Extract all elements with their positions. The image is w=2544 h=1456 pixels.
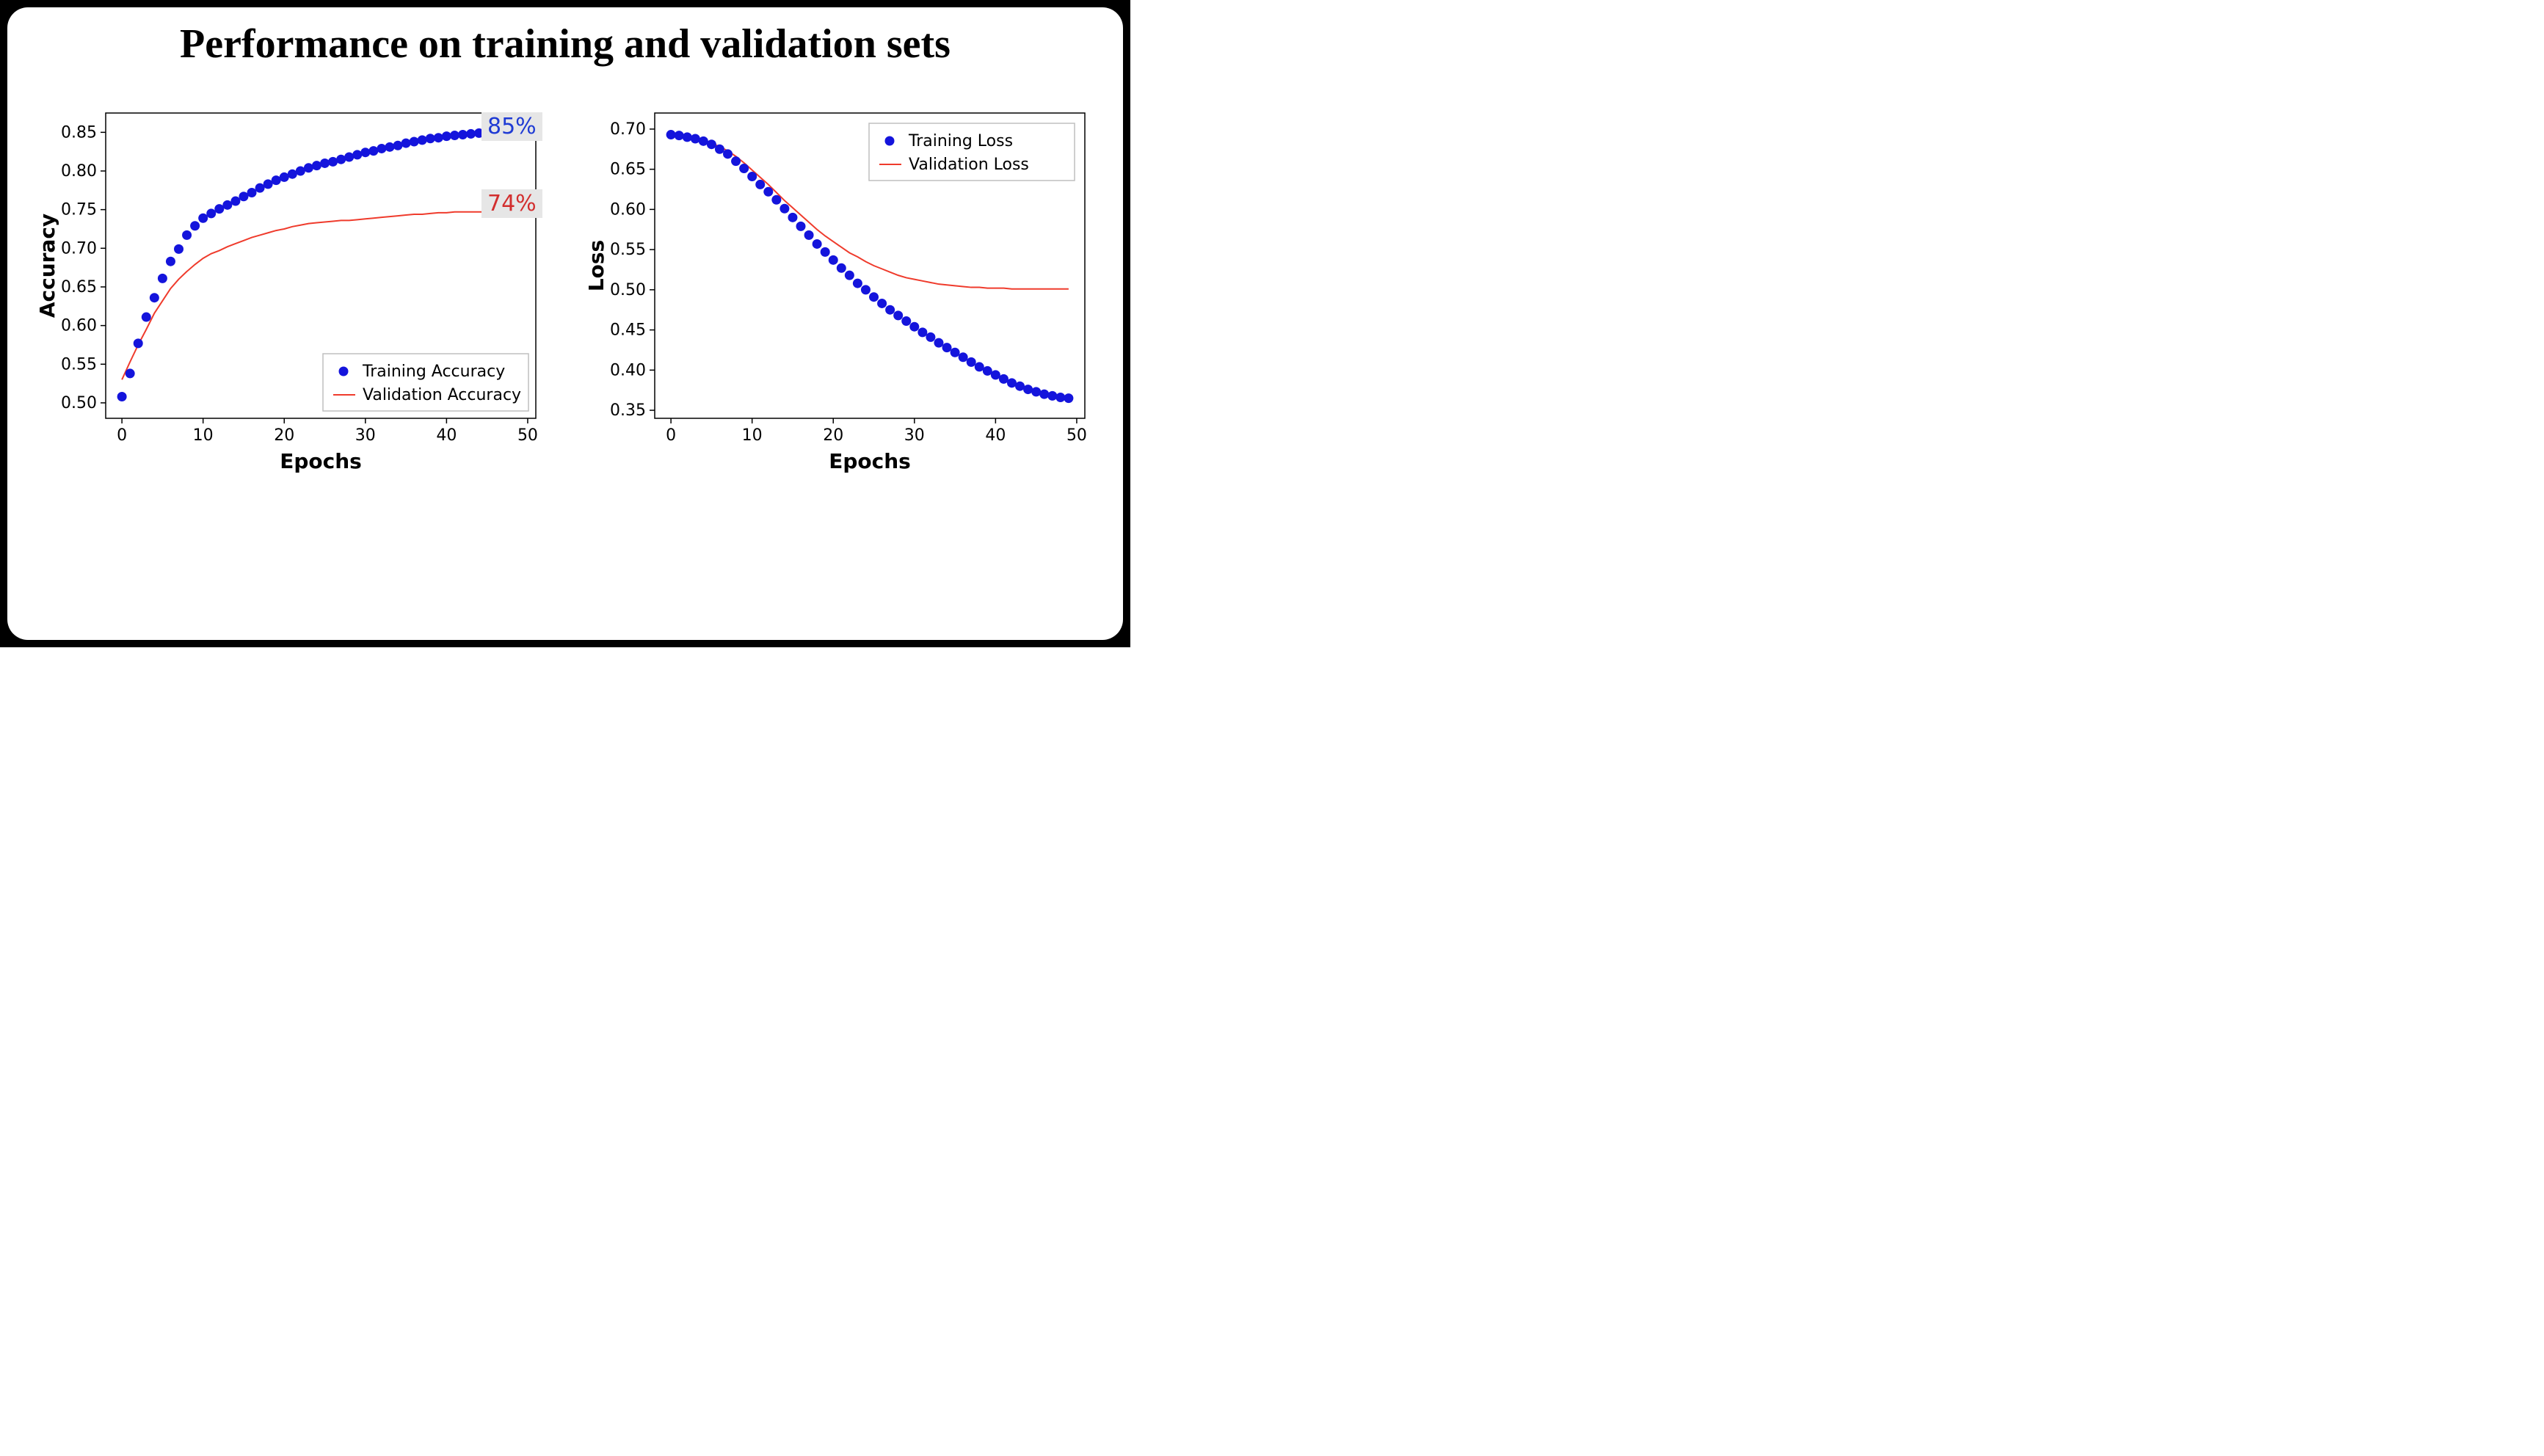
svg-text:0: 0 — [117, 426, 127, 445]
svg-text:Training Loss: Training Loss — [908, 132, 1013, 150]
svg-text:0.60: 0.60 — [61, 317, 97, 335]
svg-text:50: 50 — [1066, 426, 1087, 445]
accuracy-annot-85: 85% — [481, 112, 542, 141]
svg-text:0.50: 0.50 — [61, 394, 97, 412]
svg-text:20: 20 — [823, 426, 843, 445]
svg-text:Epochs: Epochs — [829, 449, 911, 473]
svg-text:0.55: 0.55 — [61, 355, 97, 374]
svg-text:0.65: 0.65 — [61, 278, 97, 296]
svg-text:0.80: 0.80 — [61, 162, 97, 181]
svg-text:10: 10 — [742, 426, 763, 445]
svg-text:0.65: 0.65 — [610, 161, 646, 179]
figure-title: Performance on training and validation s… — [7, 21, 1123, 68]
svg-text:0.50: 0.50 — [610, 281, 646, 299]
charts-row: 0 10 20 30 40 50 0.50 0.55 0.60 0.65 0.70 0.75 0.80 0… — [7, 73, 1123, 488]
loss-chart-wrap: 0 10 20 30 40 50 0.35 0.40 0.45 0.50 0.55 0.60 0.65 0… — [583, 103, 1097, 488]
svg-text:Training Accuracy: Training Accuracy — [362, 363, 505, 381]
svg-text:0.35: 0.35 — [610, 401, 646, 420]
svg-text:0.60: 0.60 — [610, 200, 646, 219]
svg-text:0: 0 — [666, 426, 676, 445]
svg-text:0.85: 0.85 — [61, 123, 97, 142]
svg-text:40: 40 — [436, 426, 457, 445]
svg-text:Accuracy: Accuracy — [35, 214, 59, 318]
svg-text:Validation Loss: Validation Loss — [909, 156, 1029, 174]
svg-text:Epochs: Epochs — [280, 449, 362, 473]
svg-text:30: 30 — [355, 426, 376, 445]
svg-text:Validation Accuracy: Validation Accuracy — [363, 386, 521, 404]
figure-frame: Performance on training and validation s… — [7, 7, 1123, 640]
accuracy-chart: 0 10 20 30 40 50 0.50 0.55 0.60 0.65 0.70 0.75 0.80 0… — [34, 103, 548, 484]
svg-text:50: 50 — [517, 426, 538, 445]
svg-text:0.40: 0.40 — [610, 361, 646, 379]
svg-text:0.70: 0.70 — [61, 239, 97, 258]
svg-text:0.45: 0.45 — [610, 321, 646, 340]
loss-chart: 0 10 20 30 40 50 0.35 0.40 0.45 0.50 0.55 0.60 0.65 0… — [583, 103, 1097, 484]
svg-text:0.75: 0.75 — [61, 201, 97, 219]
svg-text:40: 40 — [985, 426, 1006, 445]
svg-text:0.55: 0.55 — [610, 241, 646, 259]
accuracy-annot-74: 74% — [481, 189, 542, 218]
svg-text:20: 20 — [274, 426, 294, 445]
svg-text:Loss: Loss — [584, 240, 608, 291]
svg-text:0.70: 0.70 — [610, 120, 646, 139]
svg-text:10: 10 — [193, 426, 214, 445]
accuracy-chart-wrap: 0 10 20 30 40 50 0.50 0.55 0.60 0.65 0.70 0.75 0.80 0… — [34, 103, 548, 488]
svg-text:30: 30 — [904, 426, 925, 445]
